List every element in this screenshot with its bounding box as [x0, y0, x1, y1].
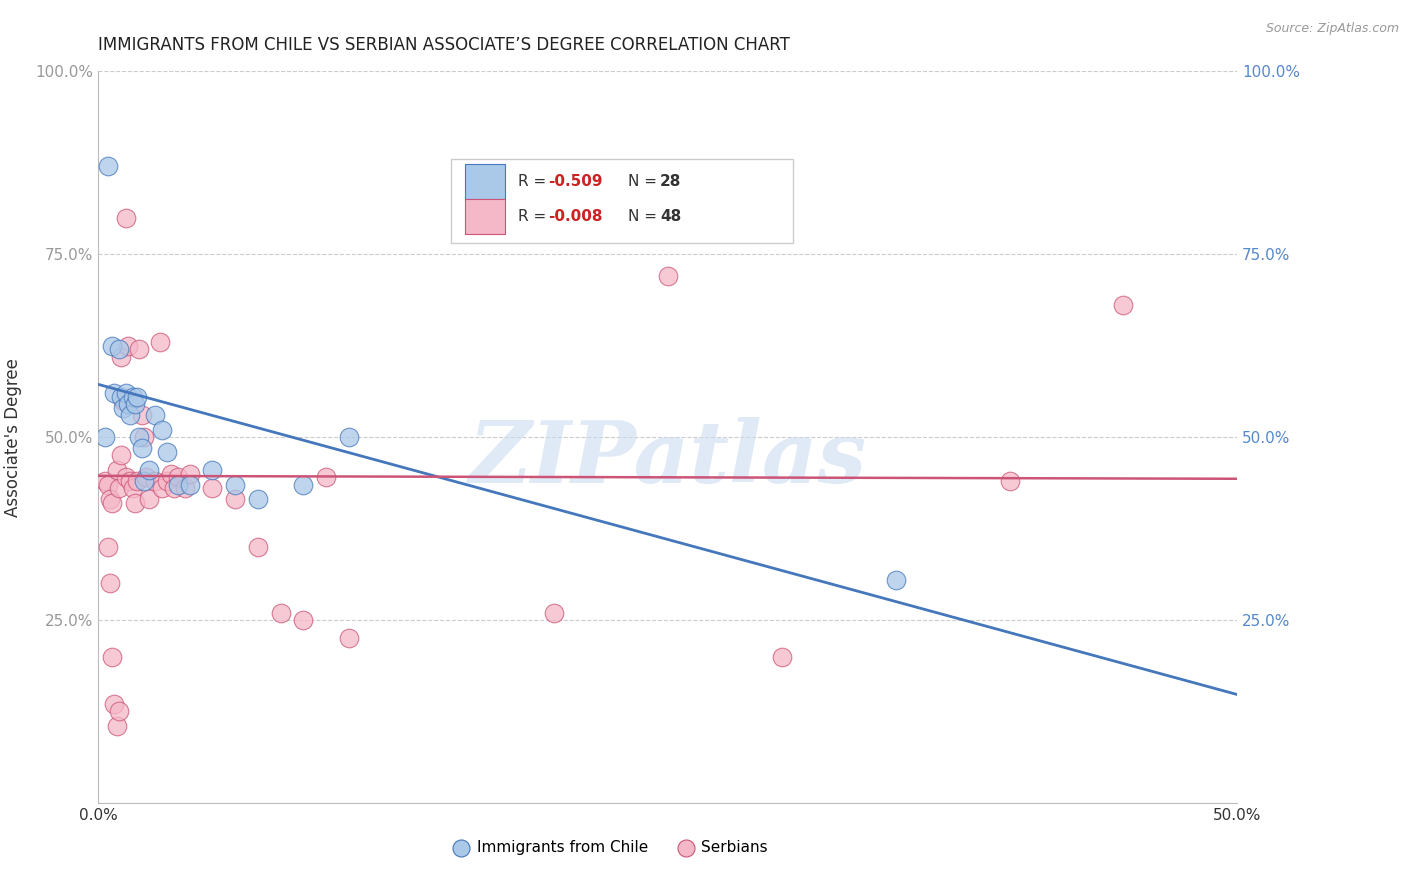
Point	[246, 540, 269, 554]
Point	[150, 481, 173, 495]
Point	[138, 492, 160, 507]
Point	[120, 408, 142, 422]
Point	[117, 397, 139, 411]
Point	[131, 408, 153, 422]
Point	[105, 719, 128, 733]
FancyBboxPatch shape	[465, 199, 505, 234]
Point	[128, 343, 150, 357]
Point	[150, 423, 173, 437]
Point	[94, 474, 117, 488]
Point	[292, 477, 315, 491]
Point	[110, 448, 132, 462]
Point	[145, 474, 167, 488]
Point	[315, 470, 337, 484]
Point	[101, 649, 124, 664]
Point	[138, 463, 160, 477]
Point	[224, 492, 246, 507]
Point	[108, 343, 131, 357]
Point	[132, 474, 155, 488]
Point	[103, 386, 125, 401]
Point	[179, 477, 201, 491]
FancyBboxPatch shape	[465, 163, 505, 199]
Point	[543, 606, 565, 620]
Point	[657, 269, 679, 284]
Text: R =: R =	[517, 174, 551, 188]
Point	[101, 496, 124, 510]
Point	[770, 649, 793, 664]
Point	[224, 477, 246, 491]
Point	[128, 430, 150, 444]
Point	[96, 160, 118, 174]
Point	[156, 444, 179, 458]
Y-axis label: Associate's Degree: Associate's Degree	[4, 358, 21, 516]
Point	[96, 540, 118, 554]
Point	[167, 470, 190, 484]
Point	[179, 467, 201, 481]
Point	[135, 470, 157, 484]
Point	[121, 481, 143, 495]
Point	[121, 390, 143, 404]
Text: N =: N =	[628, 209, 662, 224]
Point	[145, 408, 167, 422]
Point	[174, 481, 197, 495]
Point	[105, 463, 128, 477]
Legend: Immigrants from Chile, Serbians: Immigrants from Chile, Serbians	[447, 834, 775, 861]
Point	[120, 474, 142, 488]
Point	[114, 386, 136, 401]
Point	[132, 430, 155, 444]
Text: -0.008: -0.008	[548, 209, 603, 224]
Point	[167, 477, 190, 491]
Point	[884, 573, 907, 587]
Point	[292, 613, 315, 627]
Point	[127, 390, 149, 404]
Point	[112, 393, 135, 408]
Point	[103, 697, 125, 711]
Point	[94, 430, 117, 444]
Point	[98, 492, 121, 507]
Text: IMMIGRANTS FROM CHILE VS SERBIAN ASSOCIATE’S DEGREE CORRELATION CHART: IMMIGRANTS FROM CHILE VS SERBIAN ASSOCIA…	[98, 36, 790, 54]
Point	[162, 481, 184, 495]
Point	[98, 576, 121, 591]
Point	[270, 606, 292, 620]
Point	[108, 705, 131, 719]
Point	[156, 474, 179, 488]
Point	[127, 474, 149, 488]
Point	[131, 441, 153, 455]
Point	[110, 390, 132, 404]
Text: N =: N =	[628, 174, 662, 188]
Point	[337, 632, 360, 646]
Text: 48: 48	[659, 209, 681, 224]
Point	[201, 481, 224, 495]
Text: -0.509: -0.509	[548, 174, 603, 188]
Point	[124, 496, 146, 510]
Point	[998, 474, 1021, 488]
Point	[124, 397, 146, 411]
Point	[160, 467, 183, 481]
Point	[112, 401, 135, 415]
Text: R =: R =	[517, 209, 551, 224]
FancyBboxPatch shape	[451, 159, 793, 244]
Point	[246, 492, 269, 507]
Point	[201, 463, 224, 477]
Point	[1112, 298, 1135, 312]
Text: Source: ZipAtlas.com: Source: ZipAtlas.com	[1265, 22, 1399, 36]
Point	[110, 350, 132, 364]
Point	[149, 334, 172, 349]
Point	[117, 338, 139, 352]
Point	[96, 477, 118, 491]
Point	[114, 211, 136, 225]
Text: ZIPatlas: ZIPatlas	[468, 417, 868, 500]
Point	[101, 338, 124, 352]
Point	[108, 481, 131, 495]
Text: 28: 28	[659, 174, 682, 188]
Point	[114, 470, 136, 484]
Point	[337, 430, 360, 444]
